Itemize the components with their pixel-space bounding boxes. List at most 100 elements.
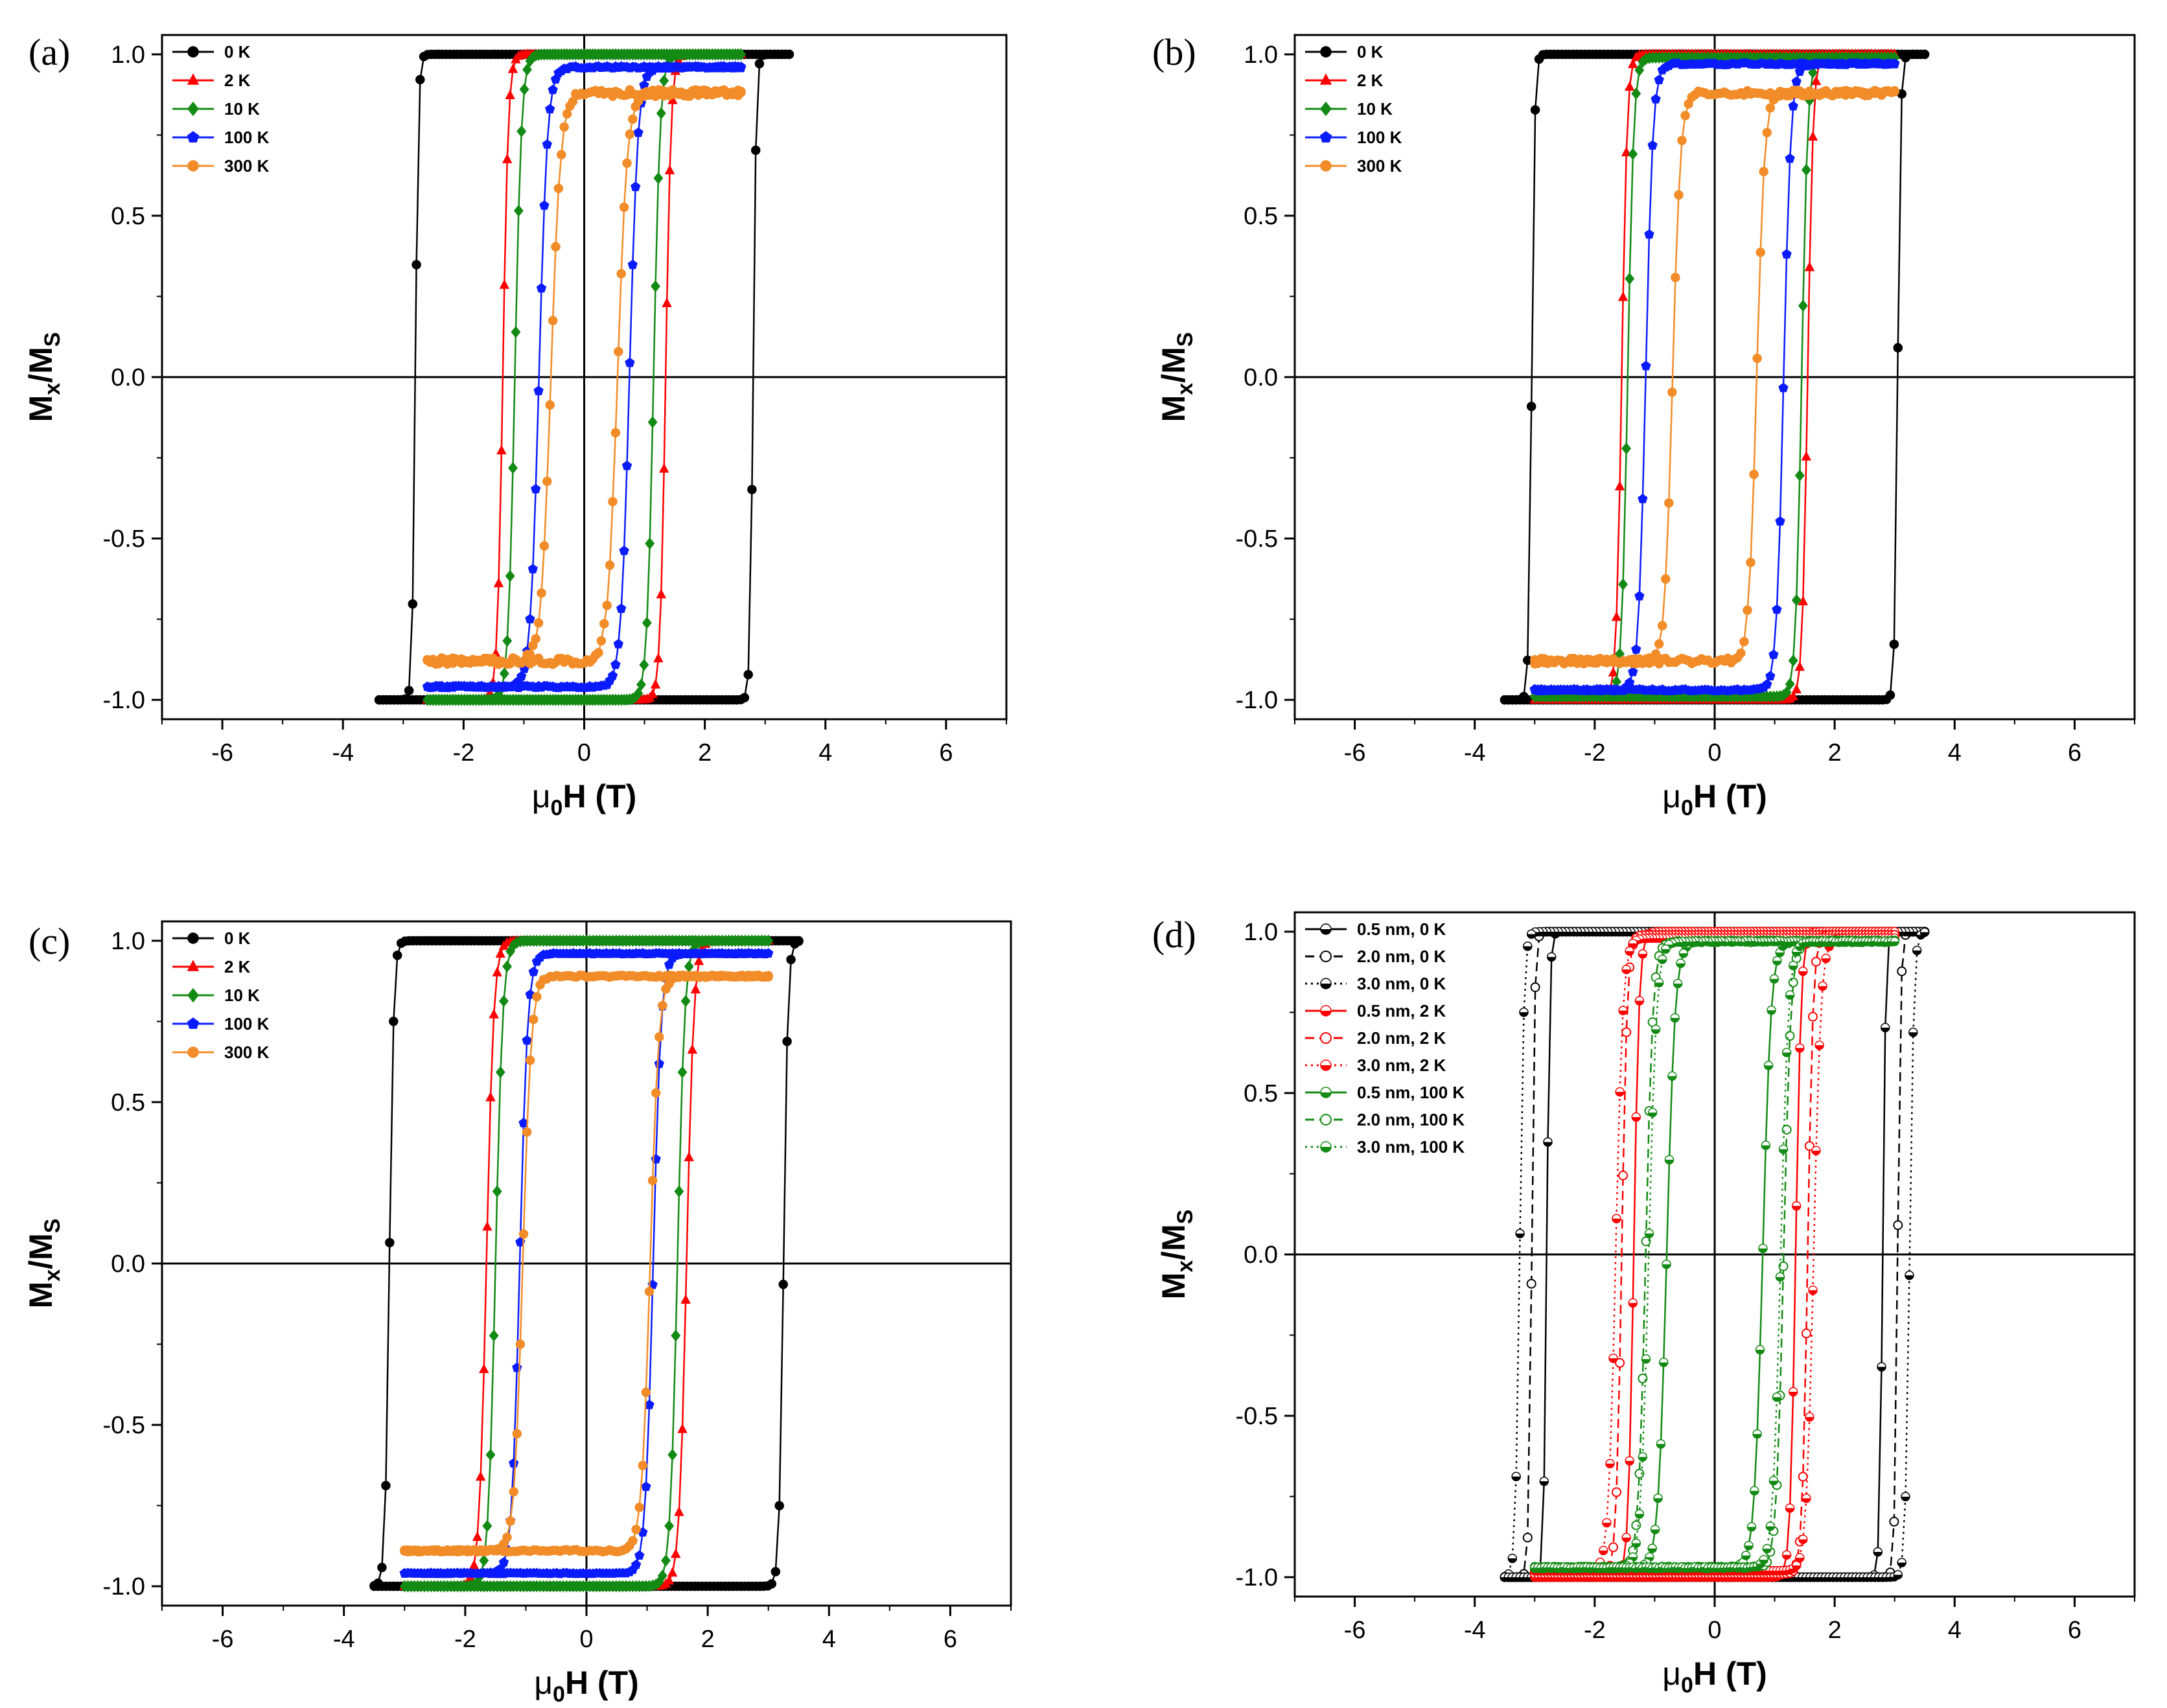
y-tick-label: 0.0: [111, 364, 145, 391]
legend-marker: [1320, 160, 1332, 172]
data-point: [469, 1560, 480, 1569]
data-point: [750, 145, 761, 156]
data-point: [610, 428, 621, 438]
data-point: [525, 614, 535, 624]
data-point: [498, 995, 509, 1008]
x-axis-label-rest: H (T): [1693, 778, 1767, 814]
legend-marker: [1319, 131, 1332, 143]
data-point: [658, 1000, 667, 1011]
y-axis-label: Mx/MS: [1155, 332, 1198, 422]
data-point: [619, 546, 629, 555]
data-point: [647, 1175, 658, 1186]
data-point: [419, 52, 429, 62]
data-point: [475, 1471, 486, 1481]
legend-label: 100 K: [224, 128, 270, 147]
data-point: [559, 122, 569, 132]
data-point: [522, 1127, 532, 1137]
data-point: [1647, 140, 1658, 150]
y-tick-label: 1.0: [1244, 41, 1278, 69]
data-point: [684, 960, 694, 973]
series-2: [423, 48, 746, 706]
data-point: [377, 1562, 387, 1573]
data-point: [763, 972, 773, 982]
data-point: [671, 1329, 681, 1342]
data-point: [771, 1567, 781, 1576]
data-point: [1807, 131, 1818, 141]
data-point: [639, 658, 649, 671]
data-point: [539, 200, 550, 210]
data-point: [1772, 604, 1782, 614]
x-tick-label: -6: [212, 1626, 234, 1653]
data-point: [551, 242, 561, 252]
x-tick-label: -4: [332, 739, 354, 767]
data-point: [608, 496, 618, 507]
data-point: [519, 83, 529, 96]
data-point: [754, 59, 765, 69]
data-point: [1746, 557, 1756, 568]
data-point: [1608, 667, 1619, 677]
panel-letter: (c): [29, 920, 70, 962]
x-tick-label: -6: [211, 739, 233, 767]
data-point: [1739, 636, 1749, 647]
data-point: [674, 1506, 684, 1516]
x-tick-label: -2: [452, 739, 474, 767]
data-point: [385, 1238, 395, 1247]
data-point: [505, 1516, 515, 1526]
data-point: [594, 648, 603, 658]
data-point: [628, 1536, 638, 1546]
x-axis-label: μ0H (T): [532, 778, 637, 820]
data-point: [647, 688, 658, 698]
y-tick-label: -1.0: [103, 687, 145, 714]
legend-label: 2 K: [224, 957, 251, 976]
data-point: [1617, 291, 1628, 301]
legend-marker: [187, 73, 200, 85]
x-tick-label: -2: [1584, 739, 1606, 767]
data-point: [511, 54, 521, 63]
data-point: [539, 541, 550, 551]
data-point: [1667, 387, 1677, 397]
data-point: [677, 1066, 688, 1079]
data-point: [404, 686, 414, 695]
data-point: [545, 400, 555, 410]
panel-letter: (b): [1152, 31, 1196, 73]
data-point: [638, 1460, 648, 1471]
data-point: [531, 483, 541, 494]
data-point: [631, 1559, 642, 1569]
legend-label: 300 K: [224, 1043, 270, 1062]
y-tick-label: -1.0: [103, 1573, 145, 1600]
data-point: [528, 966, 539, 976]
data-point: [1743, 605, 1752, 616]
x-tick-label: 6: [944, 1626, 957, 1653]
x-tick-label: 2: [698, 739, 712, 767]
data-point: [656, 107, 666, 120]
data-point: [522, 1035, 532, 1045]
data-point: [653, 172, 664, 185]
data-point: [634, 1503, 644, 1512]
data-point: [631, 1525, 641, 1534]
data-point: [736, 87, 746, 97]
x-tick-label: -6: [1344, 739, 1366, 767]
data-point: [525, 1056, 535, 1065]
legend-marker: [187, 160, 199, 172]
y-axis-label: Mx/MS: [23, 332, 65, 422]
data-point: [614, 347, 623, 356]
data-point: [1788, 100, 1798, 111]
legend-marker: [187, 932, 199, 944]
data-point: [496, 444, 507, 455]
x-tick-label: 6: [2068, 739, 2081, 767]
data-point: [647, 416, 658, 428]
data-point: [616, 603, 627, 613]
data-point: [505, 89, 515, 100]
data-point: [1791, 76, 1802, 86]
legend-marker: [187, 46, 199, 58]
data-point: [509, 1486, 518, 1497]
data-point: [415, 75, 425, 85]
data-point: [512, 1429, 522, 1438]
y-tick-label: -0.5: [1236, 525, 1278, 553]
x-axis-label-sub: 0: [551, 796, 563, 820]
series-3: [422, 61, 747, 693]
x-tick-label: 2: [701, 1626, 715, 1653]
data-point: [661, 1554, 671, 1567]
